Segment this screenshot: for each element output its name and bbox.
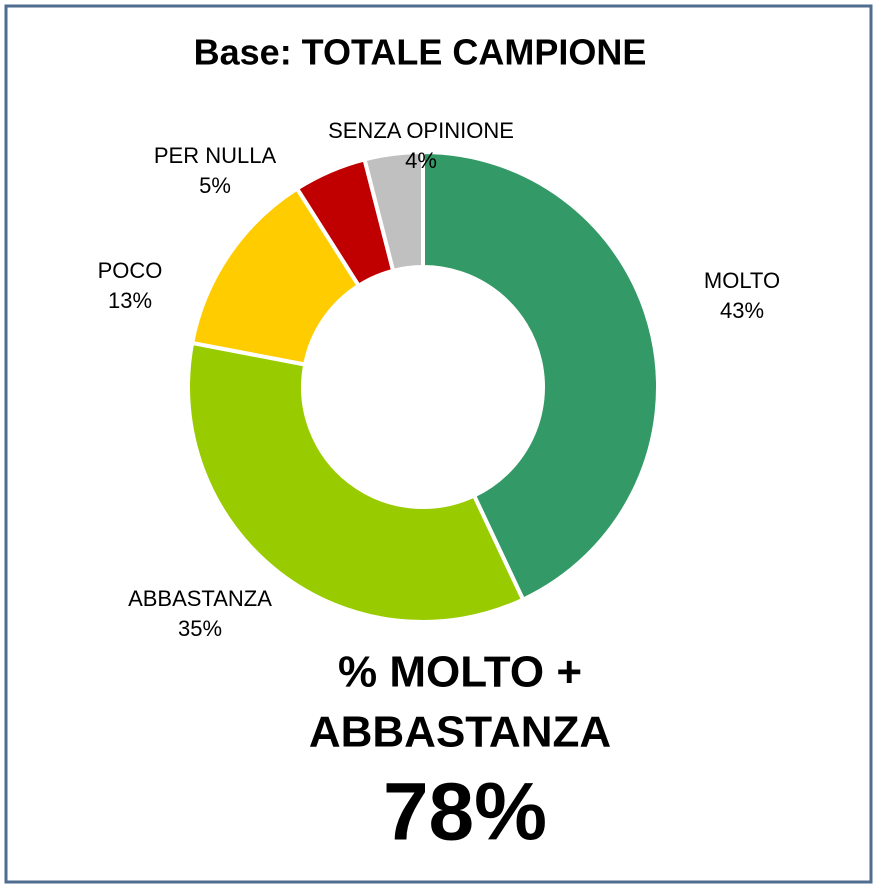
category-label: SENZA OPINIONE	[328, 118, 514, 143]
category-label: POCO	[98, 258, 163, 283]
donut-segment	[421, 149, 660, 603]
value-label: 13%	[108, 288, 152, 313]
value-label: 5%	[199, 173, 231, 198]
value-label: 43%	[720, 298, 764, 323]
category-label: PER NULLA	[154, 143, 277, 168]
value-label: 4%	[405, 148, 437, 173]
donut-segment	[186, 340, 526, 624]
category-label: MOLTO	[704, 268, 780, 293]
donut-segment	[362, 149, 425, 274]
category-label: ABBASTANZA	[128, 586, 272, 611]
annotation: % MOLTO +	[338, 648, 582, 697]
annotation: 78%	[383, 767, 547, 858]
annotation: ABBASTANZA	[309, 708, 611, 757]
value-label: 35%	[178, 616, 222, 641]
donut-segment	[189, 185, 362, 367]
chart-title: Base: TOTALE CAMPIONE	[194, 32, 647, 73]
